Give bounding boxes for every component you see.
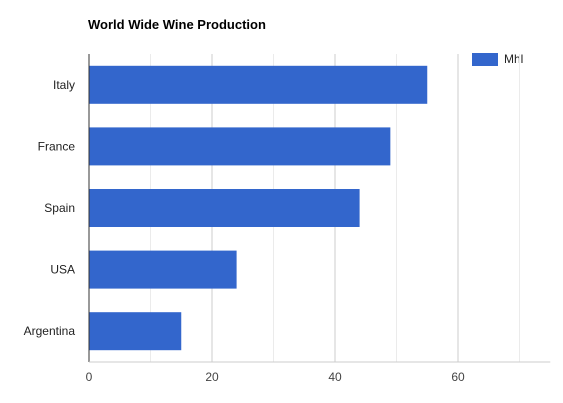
category-label-argentina: Argentina (24, 324, 76, 338)
bar-italy[interactable] (89, 65, 428, 104)
x-tick-label-20: 20 (205, 370, 219, 384)
x-tick-label-60: 60 (451, 370, 465, 384)
bars (89, 65, 428, 351)
bar-spain[interactable] (89, 189, 360, 227)
category-label-france: France (38, 139, 76, 153)
category-label-usa: USA (50, 263, 75, 277)
x-tick-label-40: 40 (328, 370, 342, 384)
category-label-spain: Spain (44, 201, 75, 215)
legend-label-mhl: Mhl (504, 52, 524, 66)
category-label-italy: Italy (53, 78, 75, 92)
bar-usa[interactable] (89, 250, 237, 289)
chart-title: World Wide Wine Production (88, 17, 266, 32)
legend-swatch-mhl (472, 52, 498, 66)
legend: Mhl (472, 52, 523, 66)
bar-france[interactable] (89, 127, 391, 166)
x-tick-label-0: 0 (86, 370, 93, 384)
tick-labels: Italy France Spain USA Argentina 0 20 40 60 (24, 78, 465, 384)
axes (88, 54, 551, 363)
bar-argentina[interactable] (89, 312, 182, 351)
